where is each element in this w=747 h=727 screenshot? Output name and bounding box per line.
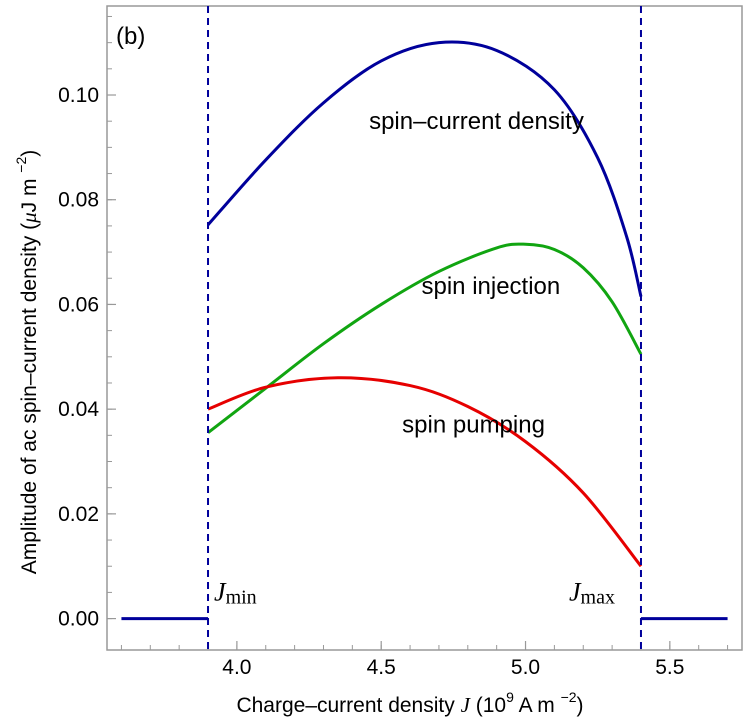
x-axis-title: Charge–current density J (109 A m −2) xyxy=(236,689,583,717)
curve-label-2: spin pumping xyxy=(402,412,545,439)
panel-tag: (b) xyxy=(116,23,145,50)
y-tick-label: 0.06 xyxy=(58,293,99,316)
y-tick-label: 0.02 xyxy=(58,503,99,526)
vlines: Jmin Jmax xyxy=(207,6,642,650)
vline-label-max: Jmax xyxy=(569,577,615,608)
curve-label-1: spin injection xyxy=(422,273,561,300)
series-line-1-seg-0 xyxy=(207,242,643,434)
labels: spin–current density spin injection spin p… xyxy=(369,108,584,439)
x-tick-label: 5.0 xyxy=(511,656,540,679)
y-tick-label: 0.04 xyxy=(58,398,99,421)
y-tick-label: 0.08 xyxy=(58,189,99,212)
series-line-0-seg-1 xyxy=(206,40,643,297)
y-axis-title: Amplitude of ac spin–current density (μJ… xyxy=(13,150,41,575)
series-line-2-seg-0 xyxy=(207,376,643,568)
y-tick-label: 0.00 xyxy=(58,608,99,631)
x-tick-label: 5.5 xyxy=(655,656,684,679)
y-tick-label: 0.10 xyxy=(58,84,99,107)
ticks: 4.0 4.5 5.0 5.5 0.00 0.02 0.04 0.06 0.08 0.10 xyxy=(58,15,729,679)
x-tick-label: 4.5 xyxy=(367,656,396,679)
vline-label-min: Jmin xyxy=(214,577,257,608)
x-tick-label: 4.0 xyxy=(222,656,251,679)
curves xyxy=(121,40,728,621)
plot-frame xyxy=(106,5,743,651)
curve-label-0: spin–current density xyxy=(369,108,584,135)
